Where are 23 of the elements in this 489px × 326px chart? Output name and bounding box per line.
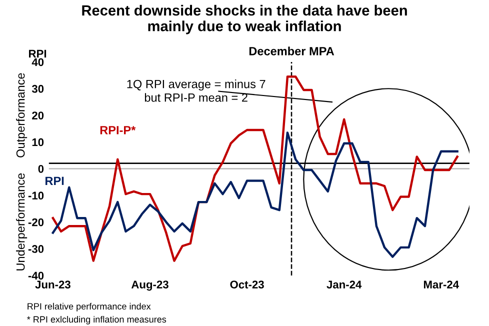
- y-tick-label: -30: [28, 245, 44, 253]
- y-axis-title: RPI: [29, 50, 46, 58]
- y-tick-label: 30: [32, 84, 44, 93]
- x-tick-label: Jan-24: [326, 280, 362, 288]
- x-tick-label: Jun-23: [35, 280, 70, 289]
- y-tick-label: 40: [32, 58, 44, 66]
- y-tick-label: 0: [38, 164, 44, 173]
- y-tick-label: -40: [28, 272, 44, 280]
- x-tick-label: Mar-24: [424, 280, 459, 288]
- text: RPI-P*: [100, 126, 136, 134]
- text: Underperformance: [16, 173, 28, 270]
- y-tick-label: -10: [28, 192, 44, 200]
- series-label: RPI: [46, 176, 64, 185]
- x-tick-label: Oct-23: [230, 280, 264, 289]
- y-tick-label: -20: [28, 218, 44, 226]
- y-tick-label: 10: [32, 138, 44, 146]
- text: Outperformance: [16, 73, 28, 158]
- x-tick-label: Aug-23: [131, 280, 168, 291]
- text: December MPA: [249, 46, 334, 56]
- chart-title: Recent downside shocks in the data have been mainly due to weak inflation: [82, 4, 407, 34]
- text: RPI relative performance index: [28, 302, 151, 312]
- y-tick-label: 20: [32, 112, 44, 120]
- text: * RPI exlcluding inflation measures: [27, 316, 166, 324]
